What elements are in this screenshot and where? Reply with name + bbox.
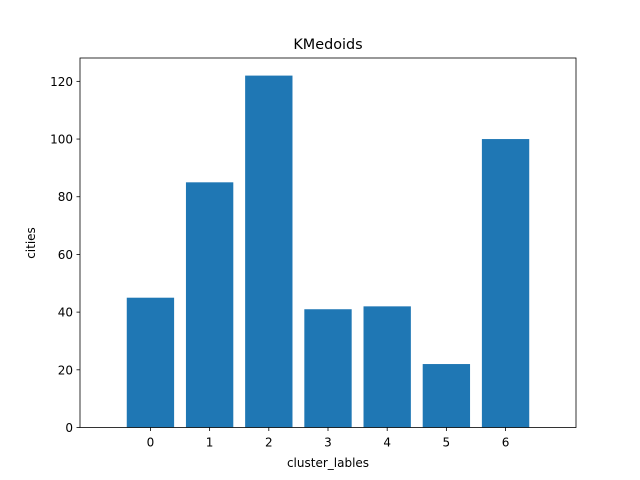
x-tick-label: 5 <box>443 436 451 450</box>
x-tick-label: 2 <box>265 436 273 450</box>
x-tick-label: 1 <box>206 436 214 450</box>
bar-0 <box>126 297 175 428</box>
x-tick-label: 3 <box>324 436 332 450</box>
chart-title: KMedoids <box>293 37 362 53</box>
x-axis-label: cluster_lables <box>287 456 369 470</box>
y-tick-label: 40 <box>58 306 73 320</box>
y-tick-label: 80 <box>58 190 73 204</box>
bar-3 <box>304 309 352 428</box>
bars-group <box>126 75 530 428</box>
y-tick-label: 120 <box>50 75 73 89</box>
bar-2 <box>245 75 293 428</box>
y-axis-label: cities <box>24 227 38 259</box>
plot-frame <box>79 57 577 428</box>
bar-1 <box>185 182 234 428</box>
y-axis: 0 20 40 60 80 100 120 <box>50 75 80 435</box>
x-tick-label: 4 <box>383 436 391 450</box>
bar-5 <box>422 364 471 428</box>
x-tick-label: 6 <box>502 436 510 450</box>
y-tick-label: 20 <box>58 363 73 377</box>
x-tick-label: 0 <box>147 436 155 450</box>
bar-6 <box>481 139 530 428</box>
y-tick-label: 100 <box>50 133 73 147</box>
bar-4 <box>363 306 411 428</box>
y-tick-label: 60 <box>58 248 73 262</box>
y-tick-label: 0 <box>65 421 73 435</box>
x-axis: 0 1 2 3 4 5 6 <box>147 427 510 450</box>
